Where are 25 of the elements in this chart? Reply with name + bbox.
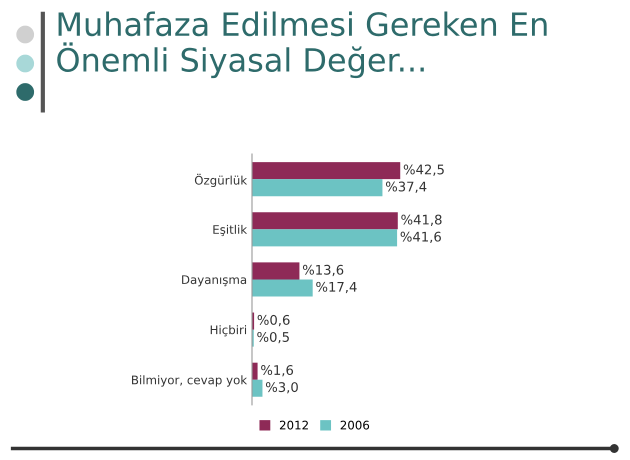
bar [252, 380, 262, 397]
bar [252, 179, 382, 196]
legend-label: 2006 [340, 420, 370, 430]
data-label: %1,6 [261, 365, 294, 376]
bar [252, 212, 398, 230]
bar [252, 279, 313, 296]
data-label: %17,4 [316, 282, 357, 294]
y-tick-label: Bilmiyor, cevap yok [132, 375, 248, 387]
y-tick-label: Dayanışma [182, 275, 246, 286]
data-label: %0,6 [258, 314, 290, 326]
data-label: %41,8 [401, 214, 442, 226]
y-tick-label: Eşitlik [213, 224, 248, 236]
data-label: %3,0 [266, 382, 298, 394]
data-label: %41,6 [400, 232, 441, 244]
data-label: %37,4 [386, 182, 426, 193]
data-label: %13,6 [302, 264, 344, 276]
y-tick-label: Özgürlük [194, 174, 248, 187]
bar [252, 229, 398, 246]
bar [252, 162, 400, 180]
chart-title: Muhafaza Edilmesi Gereken En Önemli Siyasal Değer... [57, 12, 547, 78]
data-label: %42,5 [404, 164, 444, 176]
bar [252, 262, 300, 280]
y-tick-label: Hiçbiri [210, 325, 246, 336]
legend-label: 2012 [280, 420, 308, 430]
data-label: %0,5 [257, 332, 289, 344]
